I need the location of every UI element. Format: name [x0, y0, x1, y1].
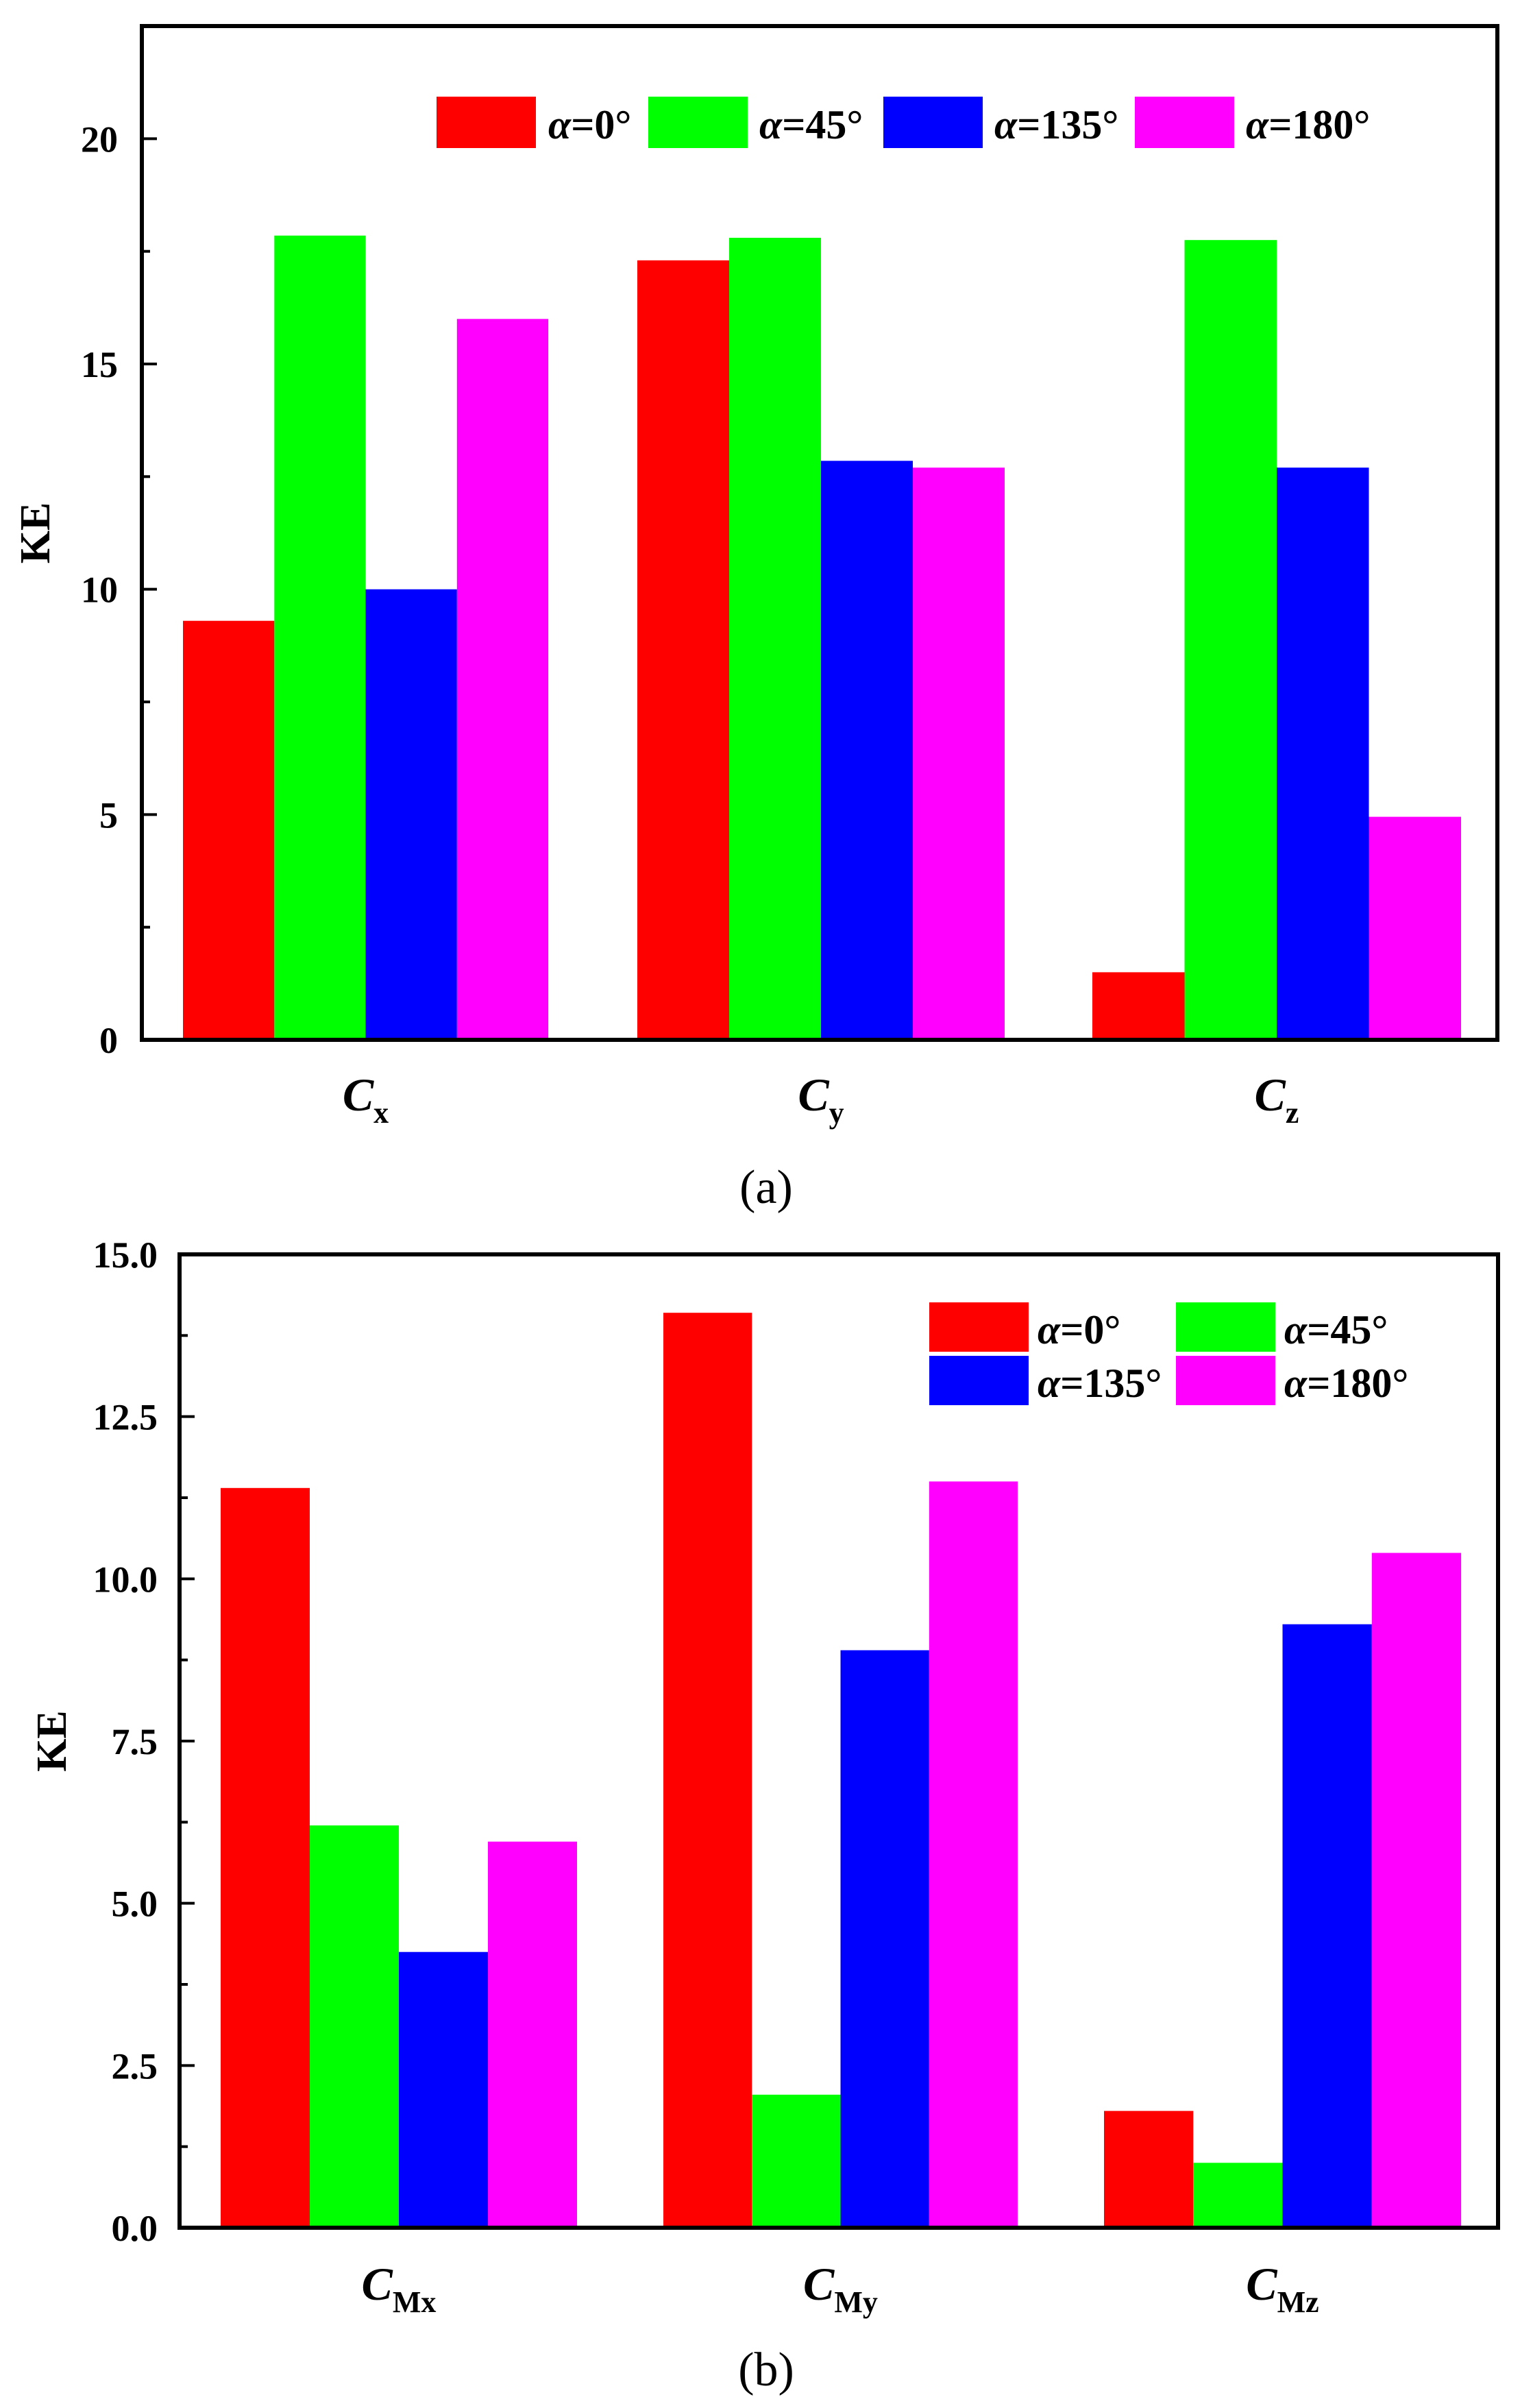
category-label-main: C: [1255, 1069, 1286, 1121]
legend-angle-value: =135°: [1060, 1361, 1162, 1406]
bar-0deg-y: [637, 260, 729, 1040]
legend-angle-value: =45°: [1307, 1307, 1388, 1352]
legend-label: α=180°: [1284, 1361, 1408, 1406]
bar-180deg-x: [456, 319, 549, 1040]
legend-angle-value: =180°: [1268, 102, 1370, 147]
bar-180deg-mz: [1371, 1553, 1462, 2228]
y-tick-label: 15: [81, 344, 118, 385]
y-tick-label: 5: [99, 794, 118, 836]
legend-angle-value: =45°: [782, 102, 863, 147]
legend-alpha-symbol: α: [548, 102, 572, 147]
legend-alpha-symbol: α: [1246, 102, 1269, 147]
category-label-subscript: My: [834, 2285, 878, 2319]
bar-0deg-z: [1092, 972, 1185, 1040]
bar-135deg-mx: [399, 1951, 488, 2228]
legend-alpha-symbol: α: [1284, 1361, 1308, 1406]
category-label-main: C: [1246, 2258, 1277, 2310]
panel-caption-label: (b): [738, 2344, 794, 2396]
y-axis-title: KE: [29, 1710, 75, 1772]
legend-swatch: [437, 97, 536, 148]
bar-135deg-z: [1277, 467, 1369, 1040]
y-tick-label: 10: [81, 570, 118, 611]
y-tick-label: 2.5: [112, 2045, 158, 2087]
y-tick-label: 10.0: [93, 1559, 158, 1600]
bar-135deg-y: [821, 461, 913, 1040]
bar-45deg-mx: [310, 1825, 399, 2228]
legend-angle-value: =180°: [1307, 1361, 1408, 1406]
bar-180deg-z: [1369, 816, 1461, 1040]
bar-135deg-x: [365, 589, 457, 1040]
bar-180deg-my: [929, 1481, 1018, 2228]
bar-45deg-my: [752, 2094, 841, 2228]
bar-0deg-mx: [221, 1487, 310, 2228]
category-label-subscript: z: [1286, 1096, 1299, 1130]
category-label-y: Cy: [798, 1069, 844, 1130]
legend-label: α=135°: [1038, 1361, 1162, 1406]
legend-label: α=45°: [1284, 1307, 1388, 1352]
legend-alpha-symbol: α: [994, 102, 1018, 147]
legend-alpha-symbol: α: [1038, 1361, 1061, 1406]
legend-alpha-symbol: α: [1284, 1307, 1308, 1352]
category-label-x: Cx: [343, 1069, 389, 1130]
plot-frame: [140, 24, 1499, 1042]
category-label-z: Cz: [1255, 1069, 1299, 1130]
legend-label: α=180°: [1246, 102, 1370, 147]
legend-swatch: [1176, 1302, 1275, 1352]
legend-alpha-symbol: α: [1038, 1307, 1061, 1352]
bar-135deg-my: [840, 1650, 929, 2228]
category-label-subscript: Mx: [393, 2285, 437, 2319]
legend-angle-value: =135°: [1017, 102, 1118, 147]
category-label-main: C: [803, 2258, 835, 2310]
y-tick-label: 0: [99, 1020, 118, 1061]
bar-45deg-x: [274, 235, 366, 1041]
legend-label: α=0°: [1038, 1307, 1120, 1352]
bar-45deg-y: [729, 237, 821, 1040]
legend-swatch: [648, 97, 748, 148]
bar-180deg-mx: [488, 1841, 577, 2228]
y-tick-label: 12.5: [93, 1397, 158, 1438]
bar-0deg-x: [183, 620, 275, 1040]
legend-label: α=135°: [994, 102, 1118, 147]
legend-label: α=45°: [759, 102, 863, 147]
legend-alpha-symbol: α: [759, 102, 783, 147]
legend-angle-value: =0°: [571, 102, 631, 147]
legend-swatch: [883, 97, 983, 148]
y-tick-label: 5.0: [112, 1884, 158, 1925]
category-label-main: C: [798, 1069, 829, 1121]
category-label-mx: CMx: [362, 2258, 437, 2319]
bar-45deg-mz: [1193, 2163, 1283, 2228]
legend-swatch: [1176, 1356, 1275, 1405]
y-tick-label: 0.0: [112, 2208, 158, 2249]
category-label-main: C: [362, 2258, 393, 2310]
legend-swatch: [1135, 97, 1234, 148]
legend: α=0°α=45°α=135°α=180°: [929, 1302, 1408, 1406]
y-axis-title: KE: [12, 502, 59, 564]
legend: α=0°α=45°α=135°α=180°: [437, 97, 1370, 148]
bar-45deg-z: [1184, 240, 1277, 1041]
bar-180deg-y: [913, 467, 1005, 1040]
y-tick-label: 7.5: [112, 1721, 158, 1762]
category-label-subscript: y: [829, 1096, 844, 1130]
y-tick-label: 20: [81, 119, 118, 160]
bar-135deg-mz: [1282, 1624, 1372, 2228]
category-label-subscript: x: [373, 1096, 389, 1130]
y-tick-label: 15.0: [93, 1235, 158, 1276]
bar-0deg-mz: [1104, 2111, 1194, 2228]
category-label-my: CMy: [803, 2258, 878, 2319]
legend-swatch: [929, 1356, 1029, 1405]
legend-swatch: [929, 1302, 1029, 1352]
bar-0deg-my: [663, 1313, 752, 2228]
category-label-subscript: Mz: [1277, 2285, 1319, 2319]
category-label-main: C: [343, 1069, 374, 1121]
category-label-mz: CMz: [1246, 2258, 1319, 2319]
panel-caption-label: (a): [739, 1161, 793, 1214]
legend-label: α=0°: [548, 102, 631, 147]
legend-angle-value: =0°: [1060, 1307, 1120, 1352]
